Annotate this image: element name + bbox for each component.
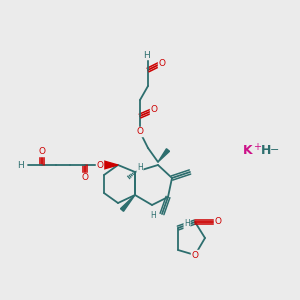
Text: O: O <box>191 250 199 260</box>
Text: +: + <box>253 142 261 152</box>
Text: H: H <box>261 143 271 157</box>
Text: O: O <box>151 106 158 115</box>
Polygon shape <box>104 161 118 169</box>
Text: K: K <box>243 143 253 157</box>
Text: O: O <box>38 148 46 157</box>
Text: O: O <box>158 58 166 68</box>
Text: O: O <box>82 173 88 182</box>
Polygon shape <box>158 149 169 162</box>
Text: O: O <box>97 160 104 169</box>
Text: −: − <box>270 145 280 155</box>
Text: H: H <box>137 164 143 172</box>
Text: H: H <box>142 50 149 59</box>
Text: H: H <box>17 160 24 169</box>
Text: H: H <box>150 212 156 220</box>
Text: O: O <box>214 218 221 226</box>
Text: H: H <box>184 220 190 229</box>
Text: O: O <box>136 128 143 136</box>
Polygon shape <box>121 195 135 211</box>
